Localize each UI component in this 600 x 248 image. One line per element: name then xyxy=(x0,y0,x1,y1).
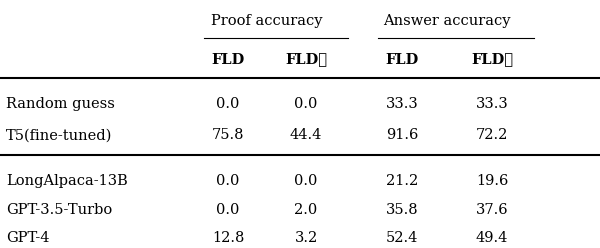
Text: GPT-3.5-Turbo: GPT-3.5-Turbo xyxy=(6,203,112,217)
Text: FLD: FLD xyxy=(385,53,419,66)
Text: 3.2: 3.2 xyxy=(295,231,317,245)
Text: 0.0: 0.0 xyxy=(217,174,239,188)
Text: 37.6: 37.6 xyxy=(476,203,508,217)
Text: 35.8: 35.8 xyxy=(386,203,418,217)
Text: 21.2: 21.2 xyxy=(386,174,418,188)
Text: 52.4: 52.4 xyxy=(386,231,418,245)
Text: T5(fine-tuned): T5(fine-tuned) xyxy=(6,128,112,142)
Text: LongAlpaca-13B: LongAlpaca-13B xyxy=(6,174,128,188)
Text: FLD: FLD xyxy=(211,53,245,66)
Text: FLD★: FLD★ xyxy=(285,53,327,66)
Text: 33.3: 33.3 xyxy=(386,97,418,111)
Text: 33.3: 33.3 xyxy=(476,97,508,111)
Text: GPT-4: GPT-4 xyxy=(6,231,49,245)
Text: Answer accuracy: Answer accuracy xyxy=(383,14,511,28)
Text: 19.6: 19.6 xyxy=(476,174,508,188)
Text: 91.6: 91.6 xyxy=(386,128,418,142)
Text: 72.2: 72.2 xyxy=(476,128,508,142)
Text: 49.4: 49.4 xyxy=(476,231,508,245)
Text: 12.8: 12.8 xyxy=(212,231,244,245)
Text: 0.0: 0.0 xyxy=(295,97,317,111)
Text: Random guess: Random guess xyxy=(6,97,115,111)
Text: 44.4: 44.4 xyxy=(290,128,322,142)
Text: 2.0: 2.0 xyxy=(295,203,317,217)
Text: 0.0: 0.0 xyxy=(217,97,239,111)
Text: 0.0: 0.0 xyxy=(295,174,317,188)
Text: Proof accuracy: Proof accuracy xyxy=(211,14,323,28)
Text: 0.0: 0.0 xyxy=(217,203,239,217)
Text: 75.8: 75.8 xyxy=(212,128,244,142)
Text: FLD★: FLD★ xyxy=(471,53,513,66)
